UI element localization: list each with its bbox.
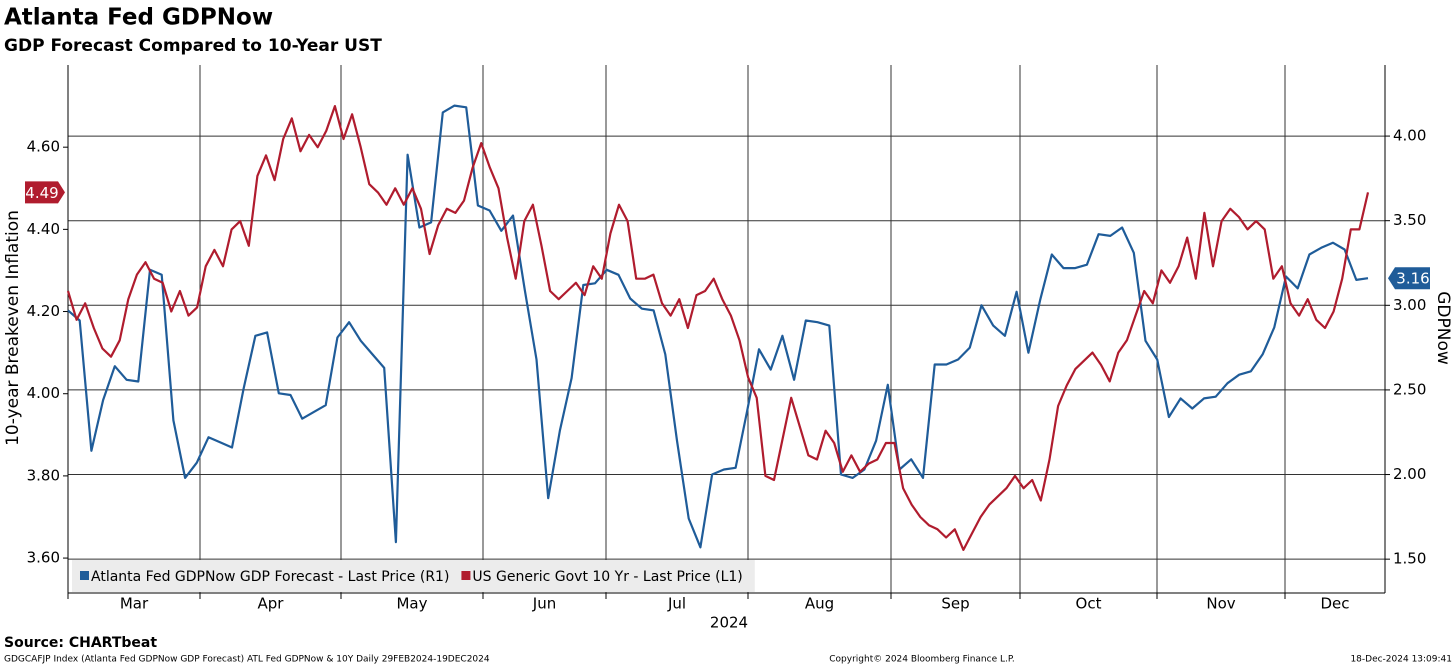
- plot-area: [68, 65, 1385, 593]
- y2-tick-label: 3.50: [1393, 211, 1426, 229]
- y2-axis-title: GDPNow: [1433, 291, 1453, 365]
- y2-tick-label: 2.50: [1393, 380, 1426, 398]
- legend-swatch: [80, 571, 89, 580]
- y-axis-title: 10-year Breakeven Inflation: [3, 210, 23, 446]
- series-line: [66, 105, 1370, 551]
- x-tick-label: May: [396, 595, 427, 613]
- tag-shape: [1388, 267, 1430, 290]
- chart-subtitle: GDP Forecast Compared to 10-Year UST: [4, 36, 382, 56]
- y2-tick-label: 3.00: [1393, 296, 1426, 314]
- footer-right: 18-Dec-2024 13:09:41: [1350, 655, 1452, 665]
- x-tick-label: Jul: [667, 595, 686, 613]
- x-tick-label: Oct: [1076, 595, 1102, 613]
- y-tick-label: 3.80: [27, 466, 60, 484]
- x-tick-label: Mar: [120, 595, 149, 613]
- tag-label: 3.16: [1396, 270, 1429, 288]
- y-tick-label: 4.20: [27, 302, 60, 320]
- footer-center: Copyright© 2024 Bloomberg Finance L.P.: [829, 655, 1014, 665]
- y-tick-label: 3.60: [27, 549, 60, 567]
- y2-tick-label: 1.50: [1393, 550, 1426, 568]
- tag-label: 4.49: [25, 184, 58, 202]
- y-tick-label: 4.40: [27, 220, 60, 238]
- legend-label: US Generic Govt 10 Yr - Last Price (L1): [472, 569, 742, 585]
- x-tick-label: Nov: [1206, 595, 1235, 613]
- y2-tick-label: 4.00: [1393, 127, 1426, 145]
- x-axis-title: 2024: [710, 614, 748, 632]
- y-tick-label: 4.00: [27, 384, 60, 402]
- y-tick-label: 4.60: [27, 138, 60, 156]
- source: Source: CHARTbeat: [4, 635, 157, 651]
- x-tick-label: Jun: [532, 595, 556, 613]
- x-tick-label: Apr: [258, 595, 285, 613]
- legend-background: [72, 560, 755, 592]
- last-value-tag: 3.16: [1388, 267, 1430, 290]
- last-value-tag: 4.49: [25, 181, 65, 204]
- chart-title: Atlanta Fed GDPNow: [4, 5, 273, 31]
- legend: Atlanta Fed GDPNow GDP Forecast - Last P…: [72, 560, 755, 592]
- legend-swatch: [461, 571, 471, 580]
- legend-label: Atlanta Fed GDPNow GDP Forecast - Last P…: [91, 569, 449, 585]
- tag-shape: [25, 181, 65, 204]
- y2-tick-label: 2.00: [1393, 465, 1426, 483]
- footer-left: GDGCAFJP Index (Atlanta Fed GDPNow GDP F…: [4, 655, 490, 665]
- x-tick-label: Dec: [1320, 595, 1349, 613]
- x-tick-label: Aug: [805, 595, 834, 613]
- series-line: [67, 104, 1369, 549]
- x-tick-label: Sep: [941, 595, 969, 613]
